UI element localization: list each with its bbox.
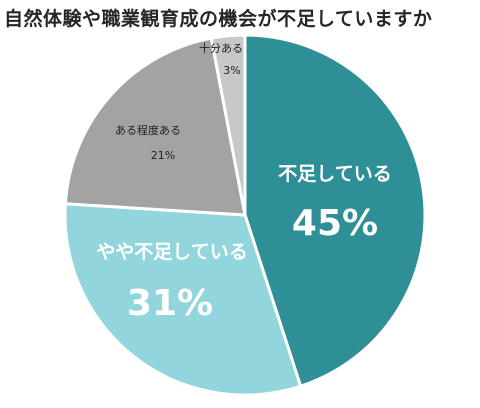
slice-label-aru-value: 21% [151, 149, 175, 162]
pie-slice-1 [243, 33, 427, 388]
slice-label-fusoku-category: 不足している [278, 163, 391, 185]
slice-label-jubun-category: 十分ある [199, 41, 243, 55]
pie-slices [63, 33, 427, 397]
pie-slice-2 [63, 202, 303, 397]
chart-title: 自然体験や職業観育成の機会が不足していますか [4, 8, 433, 30]
slice-labels: 不足している 45% やや不足している 31% ある程度ある 21% 十分ある 3% [96, 41, 391, 324]
slice-label-yaya-value: 31% [127, 283, 213, 324]
slice-label-fusoku-value: 45% [292, 203, 378, 244]
slice-label-jubun-value: 3% [223, 64, 240, 77]
pie-slice-4 [209, 33, 247, 217]
slice-label-aru-category: ある程度ある [115, 123, 181, 137]
pie-slice-3 [63, 36, 247, 217]
slice-label-yaya-category: やや不足している [96, 241, 247, 263]
